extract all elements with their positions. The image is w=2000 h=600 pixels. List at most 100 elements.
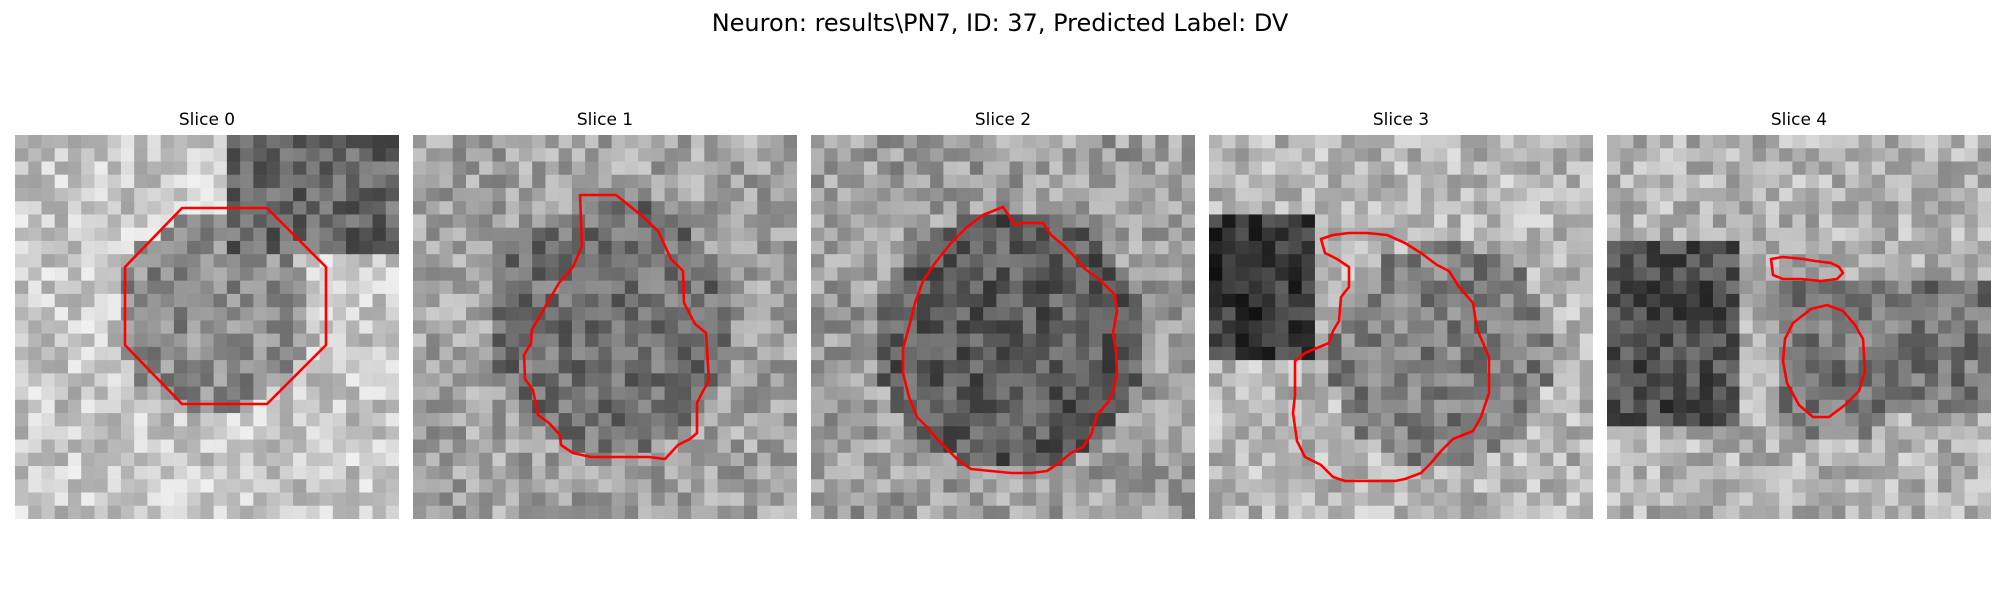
pixel-cell: [598, 386, 613, 401]
pixel-cell: [1659, 492, 1674, 507]
pixel-cell: [1142, 187, 1156, 202]
pixel-cell: [1394, 373, 1409, 388]
pixel-cell: [1500, 505, 1515, 519]
pixel-cell: [1566, 333, 1581, 348]
pixel-cell: [532, 280, 547, 295]
pixel-cell: [253, 466, 268, 480]
pixel-cell: [1473, 505, 1488, 519]
slice-title: Slice 4: [1770, 110, 1828, 130]
pixel-cell: [1394, 187, 1409, 202]
pixel-cell: [279, 280, 294, 295]
pixel-cell: [1102, 346, 1117, 361]
pixel-cell: [1911, 346, 1926, 361]
pixel-cell: [107, 267, 122, 282]
pixel-cell: [943, 399, 958, 414]
pixel-cell: [1447, 386, 1462, 401]
pixel-cell: [1075, 201, 1090, 216]
pixel-cell: [1818, 280, 1833, 295]
pixel-cell: [1620, 439, 1635, 454]
pixel-cell: [413, 360, 427, 374]
pixel-cell: [1951, 293, 1966, 308]
pixel-cell: [1951, 307, 1966, 321]
pixel-cell: [1871, 426, 1886, 441]
pixel-cell: [783, 320, 797, 335]
pixel-cell: [1898, 346, 1913, 361]
pixel-cell: [94, 161, 109, 176]
pixel-cell: [1858, 135, 1873, 149]
pixel-cell: [1261, 333, 1276, 348]
pixel-cell: [1261, 307, 1276, 321]
pixel-cell: [863, 307, 878, 321]
pixel-cell: [1646, 148, 1661, 163]
pixel-cell: [240, 214, 254, 229]
pixel-cell: [1871, 240, 1886, 255]
pixel-cell: [1951, 346, 1966, 361]
pixel-cell: [730, 333, 745, 348]
pixel-cell: [1407, 148, 1422, 163]
pixel-cell: [1964, 386, 1979, 401]
pixel-cell: [996, 267, 1011, 282]
pixel-cell: [677, 240, 692, 255]
pixel-cell: [1832, 135, 1846, 149]
pixel-cell: [1115, 267, 1130, 282]
pixel-cell: [226, 240, 241, 255]
pixel-cell: [479, 161, 494, 176]
pixel-cell: [1500, 320, 1515, 335]
pixel-cell: [837, 187, 852, 202]
pixel-cell: [41, 240, 56, 255]
pixel-cell: [120, 333, 135, 348]
pixel-cell: [1633, 307, 1648, 321]
slice-image: [413, 135, 797, 519]
pixel-cell: [1633, 333, 1648, 348]
pixel-cell: [1075, 386, 1090, 401]
pixel-cell: [293, 135, 307, 149]
pixel-cell: [173, 505, 188, 519]
pixel-cell: [1792, 466, 1807, 480]
pixel-cell: [1898, 267, 1913, 282]
pixel-cell: [439, 254, 454, 269]
pixel-cell: [240, 426, 254, 441]
pixel-cell: [107, 254, 122, 269]
pixel-cell: [1686, 399, 1701, 414]
pixel-cell: [969, 360, 984, 374]
pixel-cell: [1222, 466, 1237, 480]
pixel-cell: [54, 492, 69, 507]
pixel-cell: [1607, 227, 1621, 242]
pixel-cell: [691, 201, 705, 216]
pixel-cell: [1686, 439, 1701, 454]
pixel-cell: [664, 479, 679, 494]
pixel-cell: [1566, 479, 1581, 494]
pixel-cell: [1526, 505, 1541, 519]
pixel-cell: [1540, 174, 1554, 189]
pixel-cell: [1673, 479, 1688, 494]
pixel-cell: [306, 307, 321, 321]
pixel-cell: [1752, 148, 1767, 163]
pixel-cell: [1128, 333, 1143, 348]
pixel-cell: [1845, 161, 1860, 176]
pixel-cell: [41, 267, 56, 282]
pixel-cell: [81, 479, 96, 494]
pixel-cell: [1075, 492, 1090, 507]
pixel-cell: [1102, 466, 1117, 480]
pixel-cell: [28, 148, 43, 163]
pixel-cell: [1328, 161, 1343, 176]
pixel-cell: [916, 214, 931, 229]
pixel-cell: [811, 360, 825, 374]
pixel-cell: [1739, 399, 1754, 414]
pixel-cell: [1181, 360, 1195, 374]
pixel-cell: [983, 505, 997, 519]
pixel-cell: [134, 307, 149, 321]
pixel-cell: [1434, 413, 1448, 427]
pixel-cell: [1540, 373, 1554, 388]
pixel-cell: [346, 135, 360, 149]
pixel-cell: [890, 227, 905, 242]
pixel-cell: [346, 346, 360, 361]
pixel-cell: [1871, 187, 1886, 202]
pixel-cell: [518, 135, 533, 149]
pixel-cell: [717, 346, 732, 361]
pixel-cell: [1036, 439, 1050, 454]
pixel-cell: [704, 413, 719, 427]
pixel-cell: [213, 426, 228, 441]
pixel-cell: [1036, 505, 1050, 519]
pixel-cell: [956, 254, 971, 269]
